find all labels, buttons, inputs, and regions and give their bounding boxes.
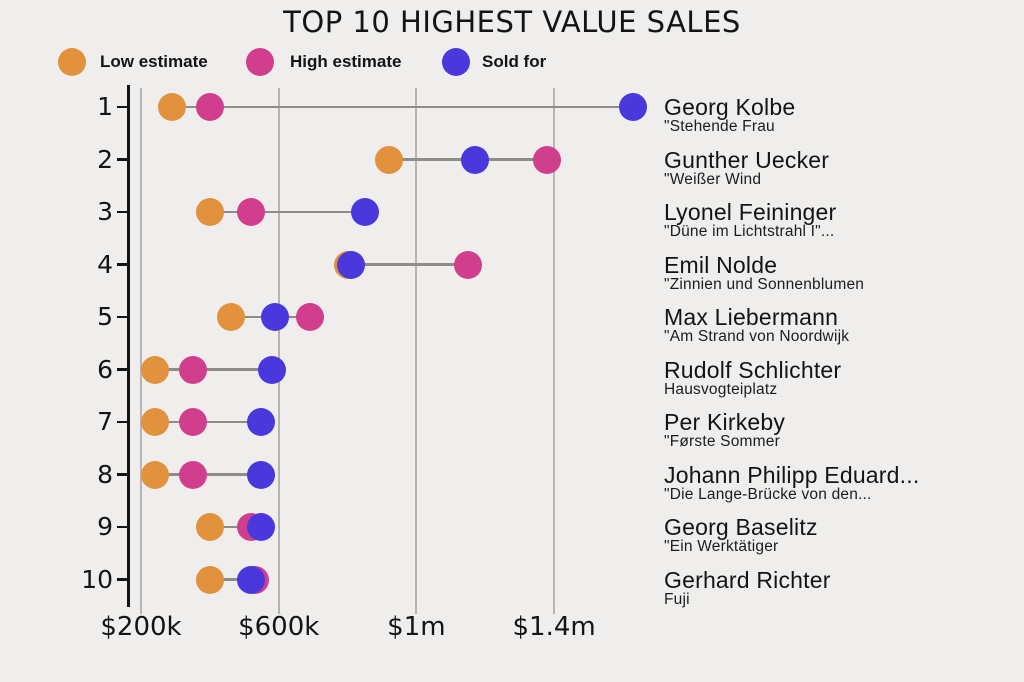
work-title: Fuji bbox=[664, 590, 690, 608]
y-tick bbox=[117, 210, 128, 214]
high-estimate-dot bbox=[178, 460, 207, 489]
artist-name: Gunther Uecker bbox=[664, 146, 830, 173]
x-gridline-1m bbox=[415, 88, 418, 614]
sold-estimate-dot bbox=[460, 145, 489, 174]
chart-title: TOP 10 HIGHEST VALUE SALES bbox=[283, 5, 741, 39]
work-title: "Første Sommer bbox=[664, 433, 780, 450]
y-axis-line bbox=[127, 85, 130, 607]
legend-label-sold: Sold for bbox=[482, 52, 547, 71]
dumbbell-connector bbox=[154, 420, 262, 424]
low-estimate-dot bbox=[216, 303, 245, 331]
y-tick bbox=[117, 473, 128, 476]
dumbbell-connector bbox=[209, 210, 365, 214]
dumbbell-connector bbox=[171, 105, 634, 109]
sold-estimate-dot bbox=[247, 408, 276, 436]
rank-label: 4 bbox=[97, 249, 113, 279]
artist-name: Lyonel Feininger bbox=[664, 199, 837, 225]
high-estimate-dot bbox=[295, 303, 324, 331]
rank-label: 1 bbox=[97, 92, 113, 121]
rank-label: 6 bbox=[97, 354, 113, 384]
high-estimate-dot bbox=[454, 250, 483, 279]
high-estimate-dot bbox=[237, 198, 266, 226]
sold-estimate-dot bbox=[619, 93, 648, 121]
high-estimate-dot bbox=[195, 93, 224, 121]
dumbbell-connector bbox=[154, 473, 262, 476]
low-estimate-dot bbox=[140, 460, 169, 489]
x-gridline-14m bbox=[553, 88, 556, 614]
dumbbell-connector bbox=[347, 263, 469, 266]
y-tick bbox=[117, 420, 128, 424]
artist-name: Georg Kolbe bbox=[664, 94, 796, 120]
sold-estimate-dot bbox=[247, 513, 276, 541]
high-estimate-dot bbox=[533, 145, 562, 174]
x-gridline-600k bbox=[277, 88, 280, 614]
artist-name: Emil Nolde bbox=[664, 251, 778, 278]
legend-label-high: High estimate bbox=[290, 52, 402, 71]
sold-estimate-dot bbox=[247, 460, 276, 489]
work-title: "Am Strand von Noordwijk bbox=[664, 328, 850, 345]
work-title: "Ein Werktätiger bbox=[664, 538, 779, 555]
sold-estimate-dot bbox=[237, 565, 266, 594]
rank-label: 10 bbox=[81, 564, 113, 594]
low-estimate-dot bbox=[140, 408, 169, 436]
high-estimate-swatch-icon bbox=[246, 48, 274, 76]
y-tick bbox=[117, 263, 128, 266]
high-estimate-dot bbox=[178, 408, 207, 436]
dumbbell-connector bbox=[154, 368, 272, 371]
artist-name: Johann Philipp Eduard... bbox=[664, 461, 920, 488]
dumbbell-connector bbox=[209, 578, 255, 581]
legend-label-low: Low estimate bbox=[100, 52, 208, 71]
sold-estimate-dot bbox=[257, 355, 286, 384]
x-tick-label: $1.4m bbox=[512, 612, 596, 642]
dumbbell-connector bbox=[209, 525, 262, 529]
low-estimate-swatch-icon bbox=[58, 48, 86, 76]
low-estimate-dot bbox=[140, 355, 169, 384]
rank-label: 5 bbox=[97, 302, 113, 331]
sold-estimate-swatch-icon bbox=[442, 48, 470, 76]
artist-name: Georg Baselitz bbox=[664, 514, 818, 540]
artist-name: Gerhard Richter bbox=[664, 566, 831, 593]
low-estimate-dot bbox=[374, 145, 403, 174]
rank-label: 7 bbox=[97, 407, 113, 436]
y-tick bbox=[117, 315, 128, 319]
y-tick bbox=[117, 368, 128, 371]
y-tick bbox=[117, 525, 128, 529]
x-tick-label: $600k bbox=[238, 612, 320, 642]
work-title: "Die Lange-Brücke von den... bbox=[664, 485, 872, 503]
work-title: "Stehende Frau bbox=[664, 118, 775, 135]
y-tick bbox=[117, 158, 128, 161]
sold-estimate-dot bbox=[261, 303, 290, 331]
y-tick bbox=[117, 105, 128, 109]
work-title: "Weißer Wind bbox=[664, 170, 762, 188]
x-tick-label: $1m bbox=[387, 612, 446, 642]
artist-name: Max Liebermann bbox=[664, 304, 839, 330]
work-title: "Düne im Lichtstrahl I"... bbox=[664, 223, 835, 240]
sold-estimate-dot bbox=[350, 198, 379, 226]
rank-label: 2 bbox=[97, 144, 113, 174]
work-title: "Zinnien und Sonnenblumen bbox=[664, 275, 865, 293]
low-estimate-dot bbox=[195, 513, 224, 541]
rank-label: 3 bbox=[97, 197, 113, 226]
x-gridline-200k bbox=[140, 88, 142, 614]
low-estimate-dot bbox=[195, 565, 224, 594]
x-tick-label: $200k bbox=[100, 612, 182, 642]
high-estimate-dot bbox=[178, 355, 207, 384]
artist-name: Rudolf Schlichter bbox=[664, 356, 842, 383]
sold-estimate-dot bbox=[336, 250, 365, 279]
low-estimate-dot bbox=[195, 198, 224, 226]
rank-label: 9 bbox=[97, 512, 113, 541]
low-estimate-dot bbox=[157, 93, 186, 121]
y-tick bbox=[117, 578, 128, 581]
rank-label: 8 bbox=[97, 459, 113, 489]
work-title: Hausvogteiplatz bbox=[664, 380, 778, 398]
artist-name: Per Kirkeby bbox=[664, 409, 786, 435]
